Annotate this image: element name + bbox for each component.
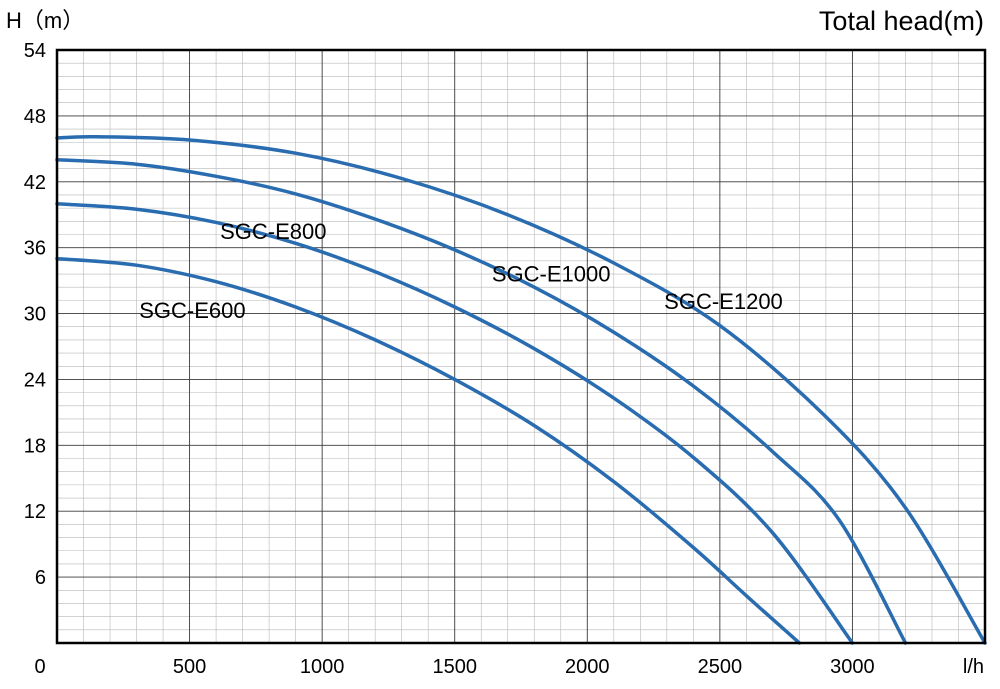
y-tick-label: 18 <box>24 435 46 457</box>
x-tick-label: 2000 <box>565 656 610 678</box>
y-tick-label: 42 <box>24 172 46 194</box>
x-tick-label: 0 <box>34 656 45 678</box>
series-label-sgc-e1200: SGC-E1200 <box>664 289 783 314</box>
series-labels: SGC-E600 SGC-E800 SGC-E1000 SGC-E1200 <box>139 219 783 323</box>
x-tick-label: 500 <box>173 656 206 678</box>
minor-gridlines <box>57 50 985 643</box>
x-tick-labels: 0 500 1000 1500 2000 2500 3000 <box>34 656 874 678</box>
x-tick-label: 3000 <box>830 656 875 678</box>
y-tick-label: 6 <box>35 567 46 589</box>
y-axis-unit: H（m） <box>6 8 84 33</box>
x-tick-label: 1500 <box>432 656 477 678</box>
series-label-sgc-e1000: SGC-E1000 <box>492 262 611 287</box>
y-tick-label: 12 <box>24 501 46 523</box>
series-label-sgc-e800: SGC-E800 <box>220 219 326 244</box>
y-tick-label: 48 <box>24 106 46 128</box>
y-tick-label: 30 <box>24 304 46 326</box>
series-curves <box>55 134 987 645</box>
y-tick-label: 24 <box>24 369 46 391</box>
chart-title: Total head(m) <box>819 6 984 36</box>
series-line-sgc-e1200 <box>55 134 987 645</box>
y-tick-label: 54 <box>24 40 46 62</box>
x-tick-label: 1000 <box>300 656 345 678</box>
series-line-sgc-e800 <box>55 201 855 645</box>
plot-frame <box>55 48 987 645</box>
series-line-sgc-e600 <box>55 256 802 645</box>
series-line-sgc-e1000 <box>55 158 908 645</box>
x-tick-label: 2500 <box>698 656 743 678</box>
y-tick-labels: 6 12 18 24 30 36 42 48 54 <box>24 40 46 589</box>
x-axis-unit: l/h <box>963 656 984 678</box>
y-tick-label: 36 <box>24 238 46 260</box>
series-label-sgc-e600: SGC-E600 <box>139 298 245 323</box>
